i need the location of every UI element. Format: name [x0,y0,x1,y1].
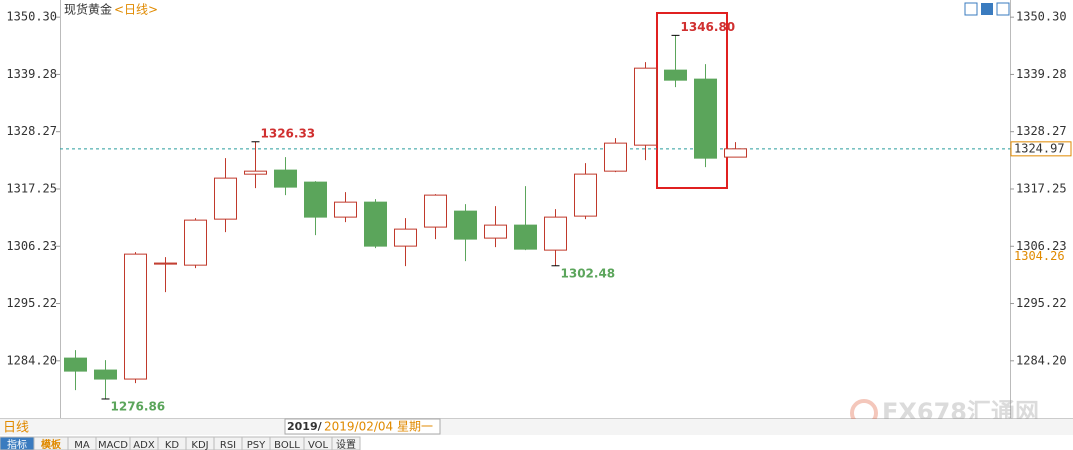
icon[interactable] [981,3,993,15]
tab-label[interactable]: VOL [308,440,329,450]
candle-body [64,357,87,372]
tab[interactable]: PSY [241,436,271,450]
y2-tick-label: 1317.25 [1016,181,1067,195]
tab[interactable]: ADX [129,436,159,450]
icon[interactable] [964,2,978,16]
y-tick-label: 1350.30 [6,10,57,24]
y2-tick-label: 1295.22 [1016,296,1067,310]
y-tick-label: 1317.25 [6,181,57,195]
tab[interactable]: VOL [303,436,333,450]
tab[interactable]: RSI [213,436,243,450]
tab-bar: 指标 模板 MA MACD ADX KD KDJ RSI PSY BOLL VOL 设置 [0,436,361,450]
candle-body [694,78,717,159]
low-label: 1302.48 [561,266,616,280]
candle-body [154,262,177,265]
tab-label[interactable]: RSI [220,440,236,450]
candle-body [184,219,207,266]
chart-subtitle: <日线> [114,3,158,17]
tab[interactable]: MACD [95,436,131,450]
tab-label[interactable]: 设置 [336,439,356,450]
high-label: 1346.80 [681,20,736,34]
candle-body [664,69,687,81]
candle-body [514,224,537,250]
period-label: 日线 [3,421,29,436]
candle-body [304,181,327,218]
y-tick-label: 1284.20 [6,353,57,367]
y2-tick-label: 1306.23 [1016,239,1067,253]
tab-label[interactable]: MACD [98,440,128,450]
candle-body [724,148,747,158]
y-tick-label: 1328.27 [6,124,57,138]
marker-price-label: 1304.26 [1014,249,1065,263]
candle-body [424,194,447,228]
candle-body [604,142,627,172]
candle-body [484,224,507,239]
y2-tick-label: 1284.20 [1016,353,1067,367]
candle-body [94,369,117,380]
candle-body [454,210,477,240]
tab-label[interactable]: 指标 [7,438,27,450]
candle-body [574,173,597,217]
candle-body [364,201,387,247]
tab-label[interactable]: MA [74,440,90,450]
crosshair-label: 2019/02/04 星期一 [324,420,433,434]
last-price-label: 1324.97 [1014,141,1065,155]
tab-label[interactable]: PSY [247,440,266,450]
y2-tick-label: 1328.27 [1016,124,1067,138]
tab-label[interactable]: KDJ [191,440,208,450]
low-label: 1276.86 [111,399,166,413]
candle-body [124,253,147,380]
tab[interactable]: BOLL [269,436,305,450]
tab[interactable]: KD [157,436,187,450]
tab[interactable]: MA [67,436,97,450]
icon[interactable] [996,2,1010,16]
tab-label[interactable]: KD [165,440,180,450]
y-tick-label: 1339.28 [6,67,57,81]
date-fragment: 2019/ [287,420,323,433]
candle-body [334,201,357,218]
candle-body [394,228,417,247]
tab[interactable]: KDJ [185,436,215,450]
last-price-box [1010,141,1072,157]
y-tick-label: 1306.23 [6,239,57,253]
date-box [284,418,441,435]
high-label: 1326.33 [261,126,316,140]
tab-label[interactable]: 模板 [41,438,62,450]
chart-title: 现货黄金 [64,2,112,17]
toolbar-icons[interactable] [964,2,1010,16]
candle-body [274,169,297,188]
y-tick-label: 1295.22 [6,296,57,310]
y2-tick-label: 1339.28 [1016,67,1067,81]
status-bar [0,419,1073,435]
y2-tick-label: 1350.30 [1016,10,1067,24]
candle-body [244,170,267,175]
candle-body [214,177,237,220]
tab-label[interactable]: BOLL [274,440,300,450]
tab[interactable]: 指标 [0,436,35,450]
tab-label[interactable]: ADX [133,440,155,450]
candle-body [634,67,657,146]
tab[interactable]: 模板 [33,436,69,450]
candle-body [544,216,567,251]
tab[interactable]: 设置 [331,436,361,450]
tab-bg [331,436,361,450]
